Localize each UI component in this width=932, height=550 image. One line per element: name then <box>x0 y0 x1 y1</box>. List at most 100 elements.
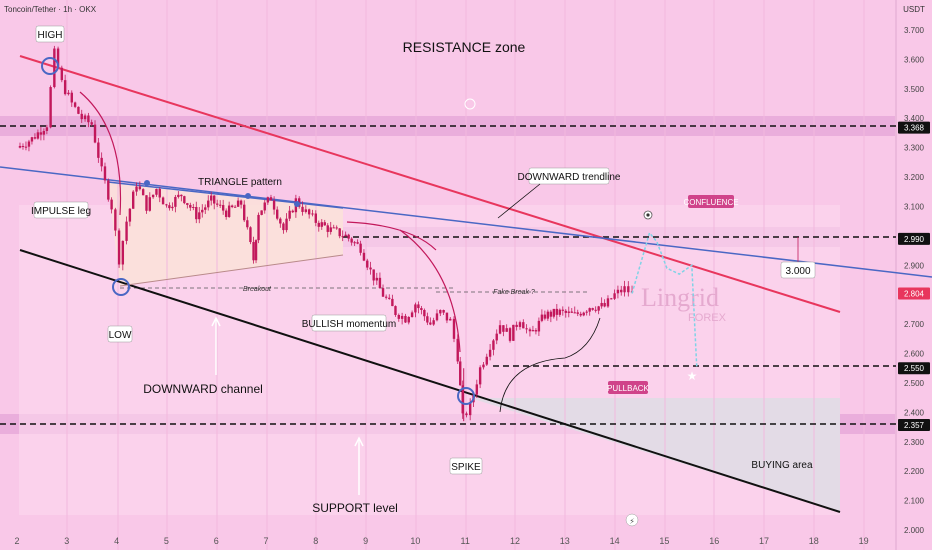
candle-body <box>125 221 128 241</box>
candle-body <box>236 200 240 207</box>
candle-body <box>135 186 138 192</box>
candle-body <box>260 210 263 215</box>
flash-icon[interactable] <box>625 513 639 527</box>
candle-body <box>546 311 550 319</box>
candle-body <box>369 267 372 270</box>
candle-body <box>107 180 110 200</box>
candle-body <box>168 205 171 209</box>
candle-body <box>359 243 362 253</box>
x-tick-label: 11 <box>461 536 470 546</box>
candle-body <box>341 236 344 238</box>
candle-body <box>468 402 472 416</box>
candle-body <box>561 309 565 311</box>
candle-body <box>597 306 600 311</box>
candle-body <box>423 309 426 317</box>
buying-area-label: BUYING area <box>751 460 813 471</box>
candle-body <box>192 206 195 208</box>
candle-body <box>282 223 285 231</box>
level-3000-label: 3.000 <box>785 266 810 277</box>
candle-body <box>171 206 174 209</box>
y-tick-label: 3.500 <box>904 85 925 94</box>
candle-body <box>257 214 260 241</box>
candle-body <box>329 227 332 232</box>
candle-body <box>525 328 528 330</box>
y-tick-label: 2.900 <box>904 261 925 270</box>
candle-body <box>252 242 255 261</box>
candle-body <box>314 213 317 223</box>
candle-body <box>620 289 623 293</box>
candle-body <box>53 48 56 88</box>
y-level-tag: 3.368 <box>904 124 925 133</box>
candle-body <box>410 312 414 317</box>
candle-body <box>177 194 180 197</box>
candle-body <box>555 308 559 315</box>
candle-body <box>97 142 100 158</box>
candle-body <box>531 330 535 332</box>
breakout-label: Breakout <box>243 286 272 293</box>
blue-trendline <box>0 166 932 278</box>
candle-body <box>594 309 597 311</box>
candle-body <box>616 289 620 294</box>
candle-body <box>603 302 606 307</box>
candle-body <box>353 242 356 244</box>
candle-body <box>39 132 43 135</box>
candle-body <box>114 209 117 231</box>
candle-body <box>239 200 243 205</box>
candle-body <box>335 227 338 229</box>
candle-body <box>148 197 151 211</box>
fake-break-label: Fake Break ? <box>493 289 535 296</box>
candle-body <box>103 166 107 181</box>
candle-body <box>606 298 610 307</box>
y-level-tag: 2.357 <box>904 421 925 430</box>
candle-body <box>186 203 189 205</box>
candle-body <box>201 209 204 213</box>
x-tick-label: 16 <box>709 536 719 546</box>
candle-body <box>272 200 276 210</box>
candle-body <box>269 197 273 201</box>
candle-body <box>288 210 291 219</box>
candle-body <box>492 340 495 350</box>
x-tick-label: 18 <box>809 536 819 546</box>
candle-body <box>388 297 391 299</box>
candle-body <box>591 308 594 310</box>
candle-body <box>378 277 382 289</box>
y-level-tag: 2.550 <box>904 364 925 373</box>
candle-body <box>301 206 304 212</box>
candle-body <box>320 222 323 227</box>
candle-body <box>33 137 37 139</box>
candle-body <box>189 204 192 208</box>
candle-body <box>332 227 335 229</box>
x-tick-label: 14 <box>610 536 620 546</box>
candle-body <box>449 318 452 321</box>
candle-body <box>249 227 252 243</box>
candle-body <box>381 288 385 297</box>
candle-body <box>582 312 585 316</box>
y-tick-label: 3.600 <box>904 55 925 64</box>
candle-body <box>285 218 288 231</box>
candle-body <box>564 310 567 313</box>
x-tick-label: 2 <box>14 536 19 546</box>
candle-body <box>224 210 228 217</box>
candle-body <box>27 141 31 147</box>
candle-body <box>90 122 93 125</box>
candle-body <box>73 102 77 107</box>
y-tick-label: 3.300 <box>904 144 925 153</box>
bell-icon[interactable] <box>464 98 476 110</box>
y-tick-label: 2.000 <box>904 526 925 535</box>
candle-body <box>49 87 52 128</box>
downward-channel-label: DOWNWARD channel <box>143 382 263 396</box>
star-icon: ★ <box>687 369 698 383</box>
candle-body <box>221 205 225 211</box>
candle-body <box>165 204 168 206</box>
candle-body <box>276 209 279 219</box>
candle-body <box>567 311 570 313</box>
candle-body <box>93 124 97 143</box>
candle-body <box>87 115 90 123</box>
candle-body <box>488 349 492 357</box>
candle-body <box>558 309 562 315</box>
candle-body <box>505 328 508 332</box>
y-level-tag: 2.804 <box>904 290 925 299</box>
